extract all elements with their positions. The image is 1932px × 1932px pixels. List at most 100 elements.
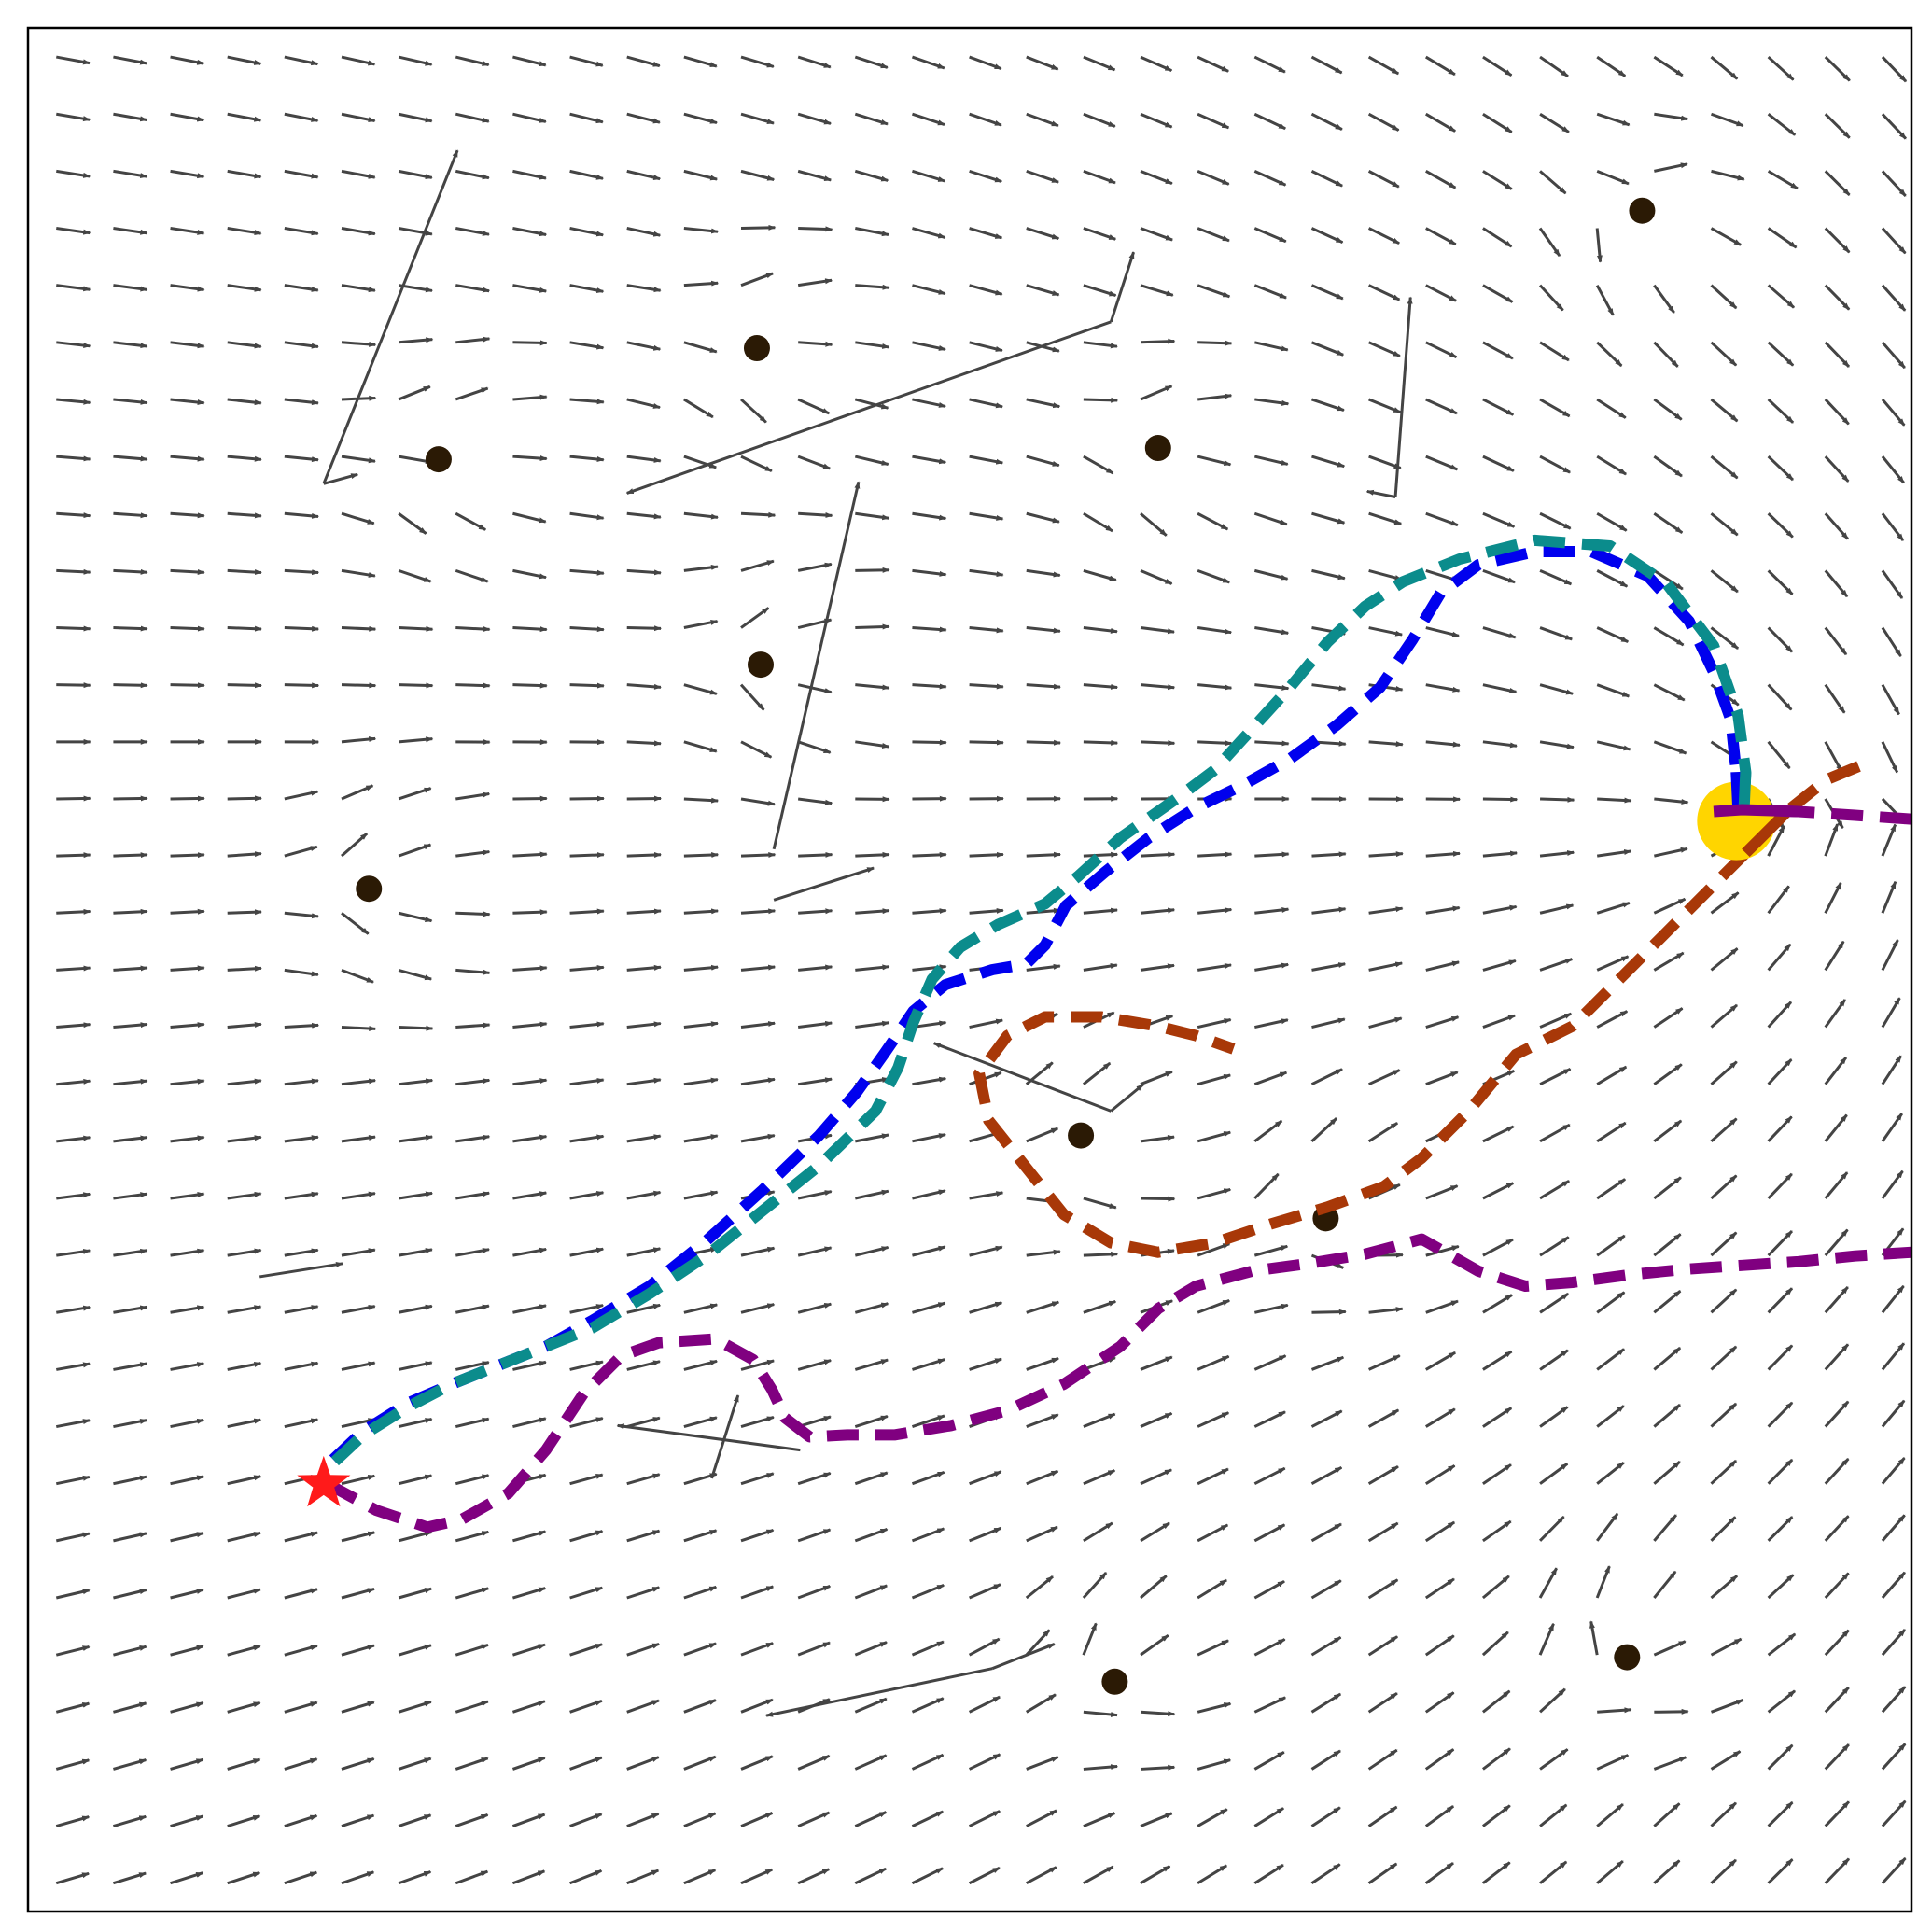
field-arrow	[569, 1643, 604, 1657]
field-arrow	[626, 398, 661, 410]
field-arrow	[284, 398, 319, 406]
field-arrow	[626, 169, 662, 181]
field-arrow	[1310, 1806, 1341, 1827]
field-arrow	[1824, 1572, 1850, 1600]
field-arrow	[1595, 284, 1615, 316]
field-arrow	[683, 964, 720, 972]
field-arrow	[1083, 683, 1119, 690]
field-arrow	[1026, 55, 1059, 71]
field-arrow	[56, 795, 91, 802]
field-arrow	[284, 1644, 318, 1657]
field-arrow	[912, 284, 946, 296]
field-arrow	[56, 511, 91, 519]
field-arrow	[1368, 1307, 1404, 1314]
field-arrow	[170, 511, 205, 519]
field-arrow	[227, 55, 262, 65]
field-arrow	[1481, 1804, 1511, 1827]
field-arrow	[1140, 55, 1173, 72]
field-arrow	[1653, 1460, 1681, 1485]
field-arrow	[511, 1869, 546, 1885]
field-arrow	[855, 1133, 889, 1143]
field-arrow	[1310, 1749, 1341, 1771]
field-arrow	[56, 965, 91, 972]
field-arrow	[855, 341, 890, 349]
field-arrow	[1482, 1350, 1513, 1371]
field-arrow	[1881, 1514, 1906, 1542]
field-arrow	[1539, 1748, 1569, 1771]
field-arrow	[569, 284, 605, 293]
field-arrow	[455, 55, 490, 66]
field-arrow	[341, 1026, 377, 1031]
field-arrow	[170, 341, 205, 349]
field-arrow	[1310, 1117, 1338, 1142]
field-arrow	[1539, 958, 1574, 972]
field-arrow	[455, 1134, 491, 1143]
field-arrow	[797, 1754, 831, 1771]
start-star-icon	[297, 1455, 351, 1507]
field-arrow	[1710, 626, 1740, 651]
field-arrow	[1539, 455, 1571, 474]
field-arrow	[1482, 170, 1513, 190]
field-arrow	[1653, 951, 1685, 972]
field-arrow	[1653, 626, 1685, 647]
field-arrow	[1710, 284, 1738, 310]
field-arrow	[227, 398, 262, 406]
field-arrow-long	[1110, 1083, 1144, 1113]
field-arrow	[740, 851, 777, 858]
field-arrow	[1424, 1634, 1455, 1657]
field-arrow	[512, 1417, 547, 1429]
field-arrow	[1767, 1858, 1794, 1884]
field-arrow	[1253, 284, 1288, 300]
field-arrow	[284, 455, 319, 463]
field-arrow	[227, 112, 262, 122]
field-arrow	[740, 1585, 775, 1600]
field-arrow	[55, 1532, 91, 1543]
field-arrow	[341, 736, 377, 744]
field-arrow	[227, 1248, 262, 1257]
trajectory-4	[325, 1233, 1911, 1533]
field-arrow	[512, 1021, 548, 1029]
field-arrow	[1711, 169, 1745, 181]
field-arrow	[227, 169, 262, 179]
field-arrow	[1824, 741, 1843, 773]
field-arrow	[855, 623, 890, 630]
field-arrow	[626, 1812, 660, 1827]
field-arrow	[1482, 1294, 1513, 1314]
field-arrow	[112, 1871, 147, 1885]
field-arrow	[1881, 997, 1901, 1029]
field-arrow-long	[1365, 489, 1396, 498]
field-arrow	[797, 1811, 831, 1827]
field-arrow	[797, 562, 833, 572]
field-arrow	[341, 969, 374, 984]
field-arrow	[455, 626, 491, 633]
field-arrow	[512, 112, 547, 123]
field-arrow	[626, 1360, 661, 1371]
field-arrow	[1140, 683, 1176, 691]
field-arrow	[854, 1358, 889, 1371]
trajectory-2	[973, 761, 1861, 1258]
field-arrow	[398, 568, 432, 583]
field-arrow	[740, 1359, 776, 1371]
field-arrow	[912, 851, 947, 858]
field-arrow	[1710, 1858, 1737, 1884]
field-arrow	[1026, 1300, 1060, 1314]
field-arrow	[227, 1022, 262, 1029]
field-arrow	[797, 1302, 833, 1314]
field-arrow	[1253, 1303, 1289, 1314]
field-arrow	[227, 284, 262, 292]
field-arrow	[569, 55, 604, 67]
field-arrow	[683, 1359, 719, 1371]
field-arrow	[569, 511, 605, 521]
field-arrow	[512, 455, 548, 462]
field-arrow	[1140, 907, 1176, 915]
field-arrow	[1539, 1292, 1570, 1314]
field-arrow	[1083, 1865, 1114, 1885]
field-arrow	[912, 1245, 946, 1257]
field-arrow	[1539, 569, 1573, 586]
field-arrow	[1538, 1515, 1565, 1542]
field-arrow	[1197, 907, 1233, 915]
field-arrow	[1767, 55, 1795, 81]
field-arrow-long	[773, 866, 875, 902]
field-arrow	[740, 607, 770, 629]
field-arrow	[227, 1871, 261, 1885]
